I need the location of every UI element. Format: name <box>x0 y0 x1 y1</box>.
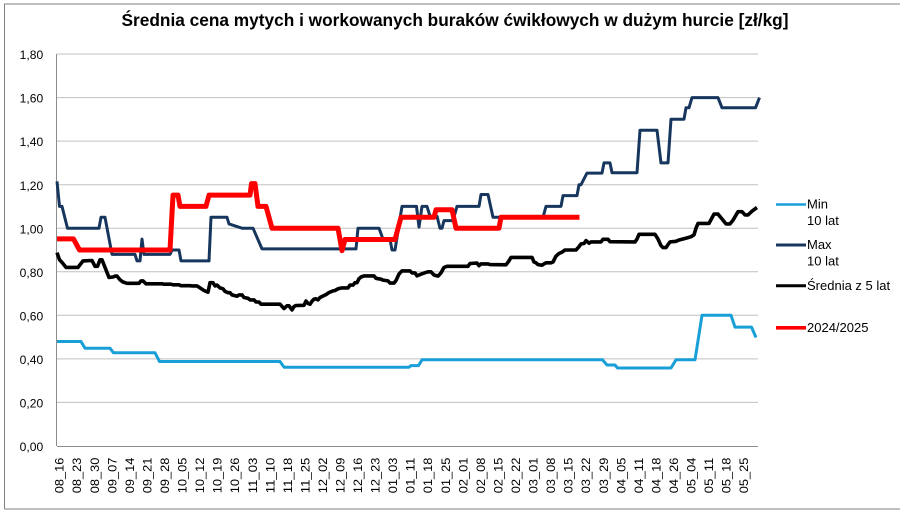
svg-text:03_29: 03_29 <box>599 458 611 494</box>
svg-text:10 lat: 10 lat <box>807 253 839 268</box>
svg-text:12_02: 12_02 <box>318 458 330 494</box>
svg-text:04_11: 04_11 <box>634 458 646 494</box>
svg-text:08_30: 08_30 <box>90 458 102 494</box>
svg-text:10_12: 10_12 <box>195 458 207 494</box>
svg-text:0,20: 0,20 <box>20 399 44 411</box>
svg-text:10_05: 10_05 <box>178 458 190 494</box>
svg-text:02_08: 02_08 <box>476 458 488 494</box>
svg-text:10_26: 10_26 <box>230 458 242 494</box>
svg-text:11_03: 11_03 <box>248 458 260 494</box>
svg-text:1,00: 1,00 <box>20 224 44 236</box>
svg-text:2024/2025: 2024/2025 <box>807 320 868 335</box>
svg-text:01_25: 01_25 <box>441 458 453 494</box>
svg-text:04_26: 04_26 <box>669 458 681 494</box>
svg-text:03_08: 03_08 <box>546 458 558 494</box>
svg-text:02_01: 02_01 <box>458 458 470 494</box>
svg-text:08_23: 08_23 <box>72 458 84 494</box>
svg-text:0,80: 0,80 <box>20 268 44 280</box>
svg-text:1,80: 1,80 <box>20 50 44 62</box>
svg-text:10 lat: 10 lat <box>807 213 839 228</box>
svg-text:0,00: 0,00 <box>20 442 44 454</box>
svg-text:04_18: 04_18 <box>651 458 663 494</box>
svg-text:05_04: 05_04 <box>687 457 699 493</box>
svg-text:03_15: 03_15 <box>564 458 576 494</box>
svg-text:08_16: 08_16 <box>55 458 67 494</box>
svg-text:05_18: 05_18 <box>722 458 734 494</box>
svg-text:03_01: 03_01 <box>529 458 541 494</box>
svg-text:0,40: 0,40 <box>20 355 44 367</box>
svg-text:04_05: 04_05 <box>616 458 628 494</box>
svg-text:09_07: 09_07 <box>107 458 119 494</box>
svg-text:05_11: 05_11 <box>704 458 716 494</box>
svg-text:1,40: 1,40 <box>20 137 44 149</box>
svg-text:11_18: 11_18 <box>283 458 295 494</box>
svg-text:03_22: 03_22 <box>581 458 593 494</box>
svg-text:12_09: 12_09 <box>336 458 348 494</box>
svg-text:02_22: 02_22 <box>511 458 523 494</box>
svg-text:12_23: 12_23 <box>371 458 383 494</box>
svg-text:01_03: 01_03 <box>388 458 400 494</box>
svg-text:11_10: 11_10 <box>265 458 277 494</box>
svg-text:09_14: 09_14 <box>125 457 137 493</box>
svg-text:Min: Min <box>807 197 828 212</box>
svg-text:02_15: 02_15 <box>493 458 505 494</box>
svg-text:1,60: 1,60 <box>20 94 44 106</box>
svg-text:09_21: 09_21 <box>142 458 154 494</box>
svg-text:05_25: 05_25 <box>739 458 751 494</box>
svg-text:12_16: 12_16 <box>353 458 365 494</box>
svg-text:01_11: 01_11 <box>406 458 418 494</box>
svg-text:Średnia cena mytych i workowan: Średnia cena mytych i workowanych burakó… <box>122 9 789 30</box>
svg-text:09_28: 09_28 <box>160 458 172 494</box>
svg-text:11_25: 11_25 <box>300 458 312 494</box>
svg-text:0,60: 0,60 <box>20 311 44 323</box>
svg-text:Max: Max <box>807 237 832 252</box>
svg-text:01_18: 01_18 <box>423 458 435 494</box>
svg-text:1,20: 1,20 <box>20 181 44 193</box>
svg-text:10_19: 10_19 <box>213 458 225 494</box>
svg-text:Średnia z 5 lat: Średnia z 5 lat <box>807 278 890 293</box>
